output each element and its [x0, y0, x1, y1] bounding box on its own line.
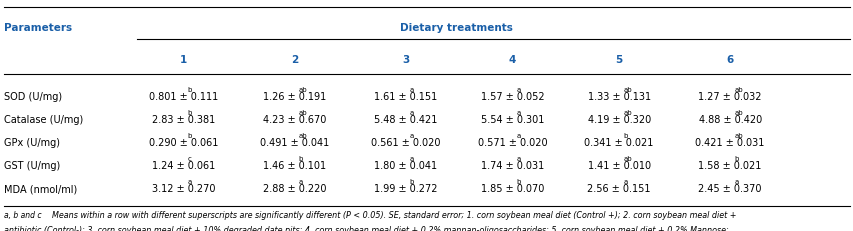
Text: a: a: [409, 133, 414, 139]
Text: 2.88 ± 0.220: 2.88 ± 0.220: [263, 184, 326, 195]
Text: ab: ab: [299, 110, 307, 116]
Text: 2.56 ± 0.151: 2.56 ± 0.151: [587, 184, 650, 195]
Text: a: a: [409, 156, 414, 162]
Text: 0.801 ± 0.111: 0.801 ± 0.111: [148, 92, 218, 102]
Text: 0.491 ± 0.041: 0.491 ± 0.041: [259, 138, 329, 148]
Text: 1.33 ± 0.131: 1.33 ± 0.131: [587, 92, 650, 102]
Text: ab: ab: [734, 110, 742, 116]
Text: Catalase (U/mg): Catalase (U/mg): [4, 115, 84, 125]
Text: Dietary treatments: Dietary treatments: [400, 23, 513, 33]
Text: a: a: [516, 87, 520, 93]
Text: GPx (U/mg): GPx (U/mg): [4, 138, 61, 148]
Text: 4.88 ± 0.420: 4.88 ± 0.420: [698, 115, 761, 125]
Text: MDA (nmol/ml): MDA (nmol/ml): [4, 184, 78, 195]
Text: 5: 5: [615, 55, 622, 65]
Text: 1.99 ± 0.272: 1.99 ± 0.272: [374, 184, 437, 195]
Text: antibiotic (Control-); 3. corn soybean meal diet + 10% degraded date pits; 4. co: antibiotic (Control-); 3. corn soybean m…: [4, 226, 728, 231]
Text: a: a: [734, 179, 738, 185]
Text: a: a: [188, 179, 192, 185]
Text: a: a: [516, 110, 520, 116]
Text: SOD (U/mg): SOD (U/mg): [4, 92, 62, 102]
Text: a: a: [409, 110, 414, 116]
Text: 0.571 ± 0.020: 0.571 ± 0.020: [477, 138, 547, 148]
Text: ab: ab: [299, 133, 307, 139]
Text: 1.27 ± 0.032: 1.27 ± 0.032: [698, 92, 761, 102]
Text: 1.57 ± 0.052: 1.57 ± 0.052: [480, 92, 543, 102]
Text: 1.74 ± 0.031: 1.74 ± 0.031: [480, 161, 543, 171]
Text: 1.85 ± 0.070: 1.85 ± 0.070: [480, 184, 543, 195]
Text: a: a: [516, 133, 520, 139]
Text: 0.561 ± 0.020: 0.561 ± 0.020: [370, 138, 440, 148]
Text: 1: 1: [180, 55, 187, 65]
Text: ab: ab: [299, 87, 307, 93]
Text: 1.58 ± 0.021: 1.58 ± 0.021: [698, 161, 761, 171]
Text: ab: ab: [623, 110, 631, 116]
Text: b: b: [299, 156, 303, 162]
Text: 2.83 ± 0.381: 2.83 ± 0.381: [152, 115, 215, 125]
Text: ab: ab: [623, 87, 631, 93]
Text: b: b: [516, 179, 520, 185]
Text: b: b: [734, 156, 738, 162]
Text: 5.48 ± 0.421: 5.48 ± 0.421: [374, 115, 437, 125]
Text: 1.41 ± 0.010: 1.41 ± 0.010: [587, 161, 650, 171]
Text: 3.12 ± 0.270: 3.12 ± 0.270: [152, 184, 215, 195]
Text: 2.45 ± 0.370: 2.45 ± 0.370: [698, 184, 761, 195]
Text: 3: 3: [402, 55, 409, 65]
Text: 0.421 ± 0.031: 0.421 ± 0.031: [694, 138, 764, 148]
Text: ab: ab: [623, 156, 631, 162]
Text: a: a: [623, 179, 627, 185]
Text: a: a: [409, 87, 414, 93]
Text: Means within a row with different superscripts are significantly different (P < : Means within a row with different supers…: [52, 211, 736, 220]
Text: a: a: [516, 156, 520, 162]
Text: 4: 4: [508, 55, 515, 65]
Text: 1.24 ± 0.061: 1.24 ± 0.061: [152, 161, 215, 171]
Text: c: c: [188, 156, 191, 162]
Text: 5.54 ± 0.301: 5.54 ± 0.301: [480, 115, 543, 125]
Text: 4.19 ± 0.320: 4.19 ± 0.320: [587, 115, 650, 125]
Text: b: b: [623, 133, 627, 139]
Text: ab: ab: [734, 87, 742, 93]
Text: b: b: [409, 179, 414, 185]
Text: b: b: [188, 87, 192, 93]
Text: a: a: [299, 179, 303, 185]
Text: 6: 6: [726, 55, 733, 65]
Text: 0.341 ± 0.021: 0.341 ± 0.021: [583, 138, 653, 148]
Text: 2: 2: [291, 55, 298, 65]
Text: ab: ab: [734, 133, 742, 139]
Text: 1.80 ± 0.041: 1.80 ± 0.041: [374, 161, 437, 171]
Text: 1.26 ± 0.191: 1.26 ± 0.191: [263, 92, 326, 102]
Text: b: b: [188, 110, 192, 116]
Text: 4.23 ± 0.670: 4.23 ± 0.670: [263, 115, 326, 125]
Text: b: b: [188, 133, 192, 139]
Text: 1.61 ± 0.151: 1.61 ± 0.151: [374, 92, 437, 102]
Text: 0.290 ± 0.061: 0.290 ± 0.061: [148, 138, 218, 148]
Text: 1.46 ± 0.101: 1.46 ± 0.101: [263, 161, 326, 171]
Text: a, b and c: a, b and c: [4, 211, 42, 220]
Text: Parameters: Parameters: [4, 23, 73, 33]
Text: GST (U/mg): GST (U/mg): [4, 161, 61, 171]
